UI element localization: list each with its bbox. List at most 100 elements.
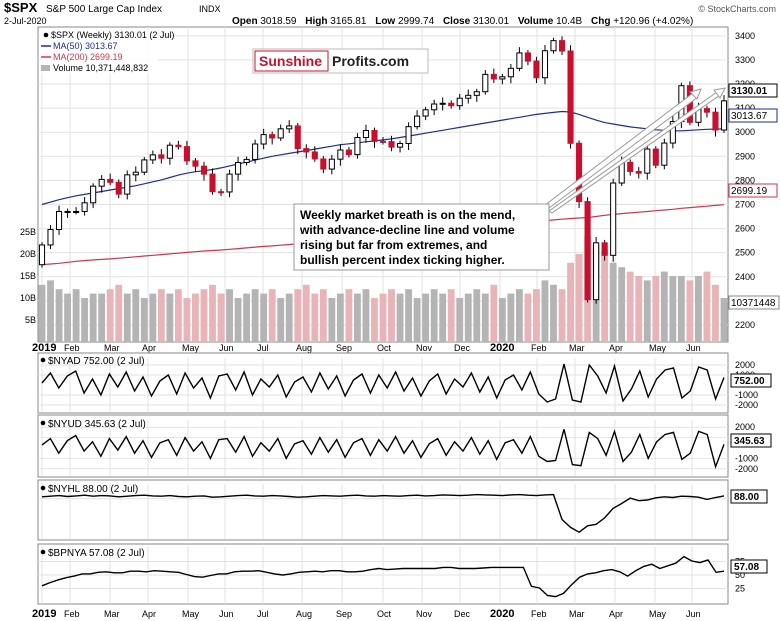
- volume-bar: [354, 293, 361, 342]
- month-label: Apr: [142, 343, 156, 353]
- candle-body: [166, 144, 173, 159]
- volume-bar: [371, 298, 378, 342]
- nyhl-grid: [38, 484, 728, 539]
- annotation-line-2: with advance-decline line and volume: [299, 223, 515, 237]
- legend-volume-swatch: [41, 65, 50, 71]
- volume-tick-label: 20B: [20, 249, 36, 259]
- volume-bar: [243, 293, 251, 342]
- volume-bar: [132, 289, 140, 342]
- volume-bar: [302, 284, 310, 342]
- month-label: Feb: [531, 609, 547, 619]
- volume-bar: [294, 289, 302, 342]
- candle-body: [269, 134, 276, 139]
- candle-body: [183, 146, 190, 162]
- volume-bar: [413, 298, 421, 342]
- bpnya-bullet: [40, 549, 46, 555]
- month-label: Apr: [609, 343, 623, 353]
- candle-body: [98, 178, 105, 187]
- candle-body: [158, 154, 165, 159]
- nyhl-bullet: [40, 485, 46, 491]
- volume-bar: [635, 276, 643, 342]
- candle-body: [64, 210, 71, 213]
- volume-bar: [558, 289, 566, 342]
- candle-body: [175, 144, 182, 148]
- volume-bar: [251, 289, 259, 342]
- candle-body: [482, 73, 489, 93]
- nyhl-line: [41, 493, 725, 534]
- volume-bar: [319, 289, 327, 342]
- volume-bar: [626, 271, 634, 342]
- candle-body: [362, 130, 370, 138]
- volume-bar: [226, 289, 233, 342]
- volume-bar: [567, 262, 574, 342]
- month-axis-bottom: 2019 Feb Mar Apr May Jun Jul Aug Sep Oct Nov Dec 202…: [32, 608, 701, 620]
- indicator-tick-label: -2000: [735, 400, 758, 410]
- candle-body: [422, 109, 429, 117]
- candle-body: [200, 165, 208, 175]
- indicator-tick-label: -1000: [735, 453, 758, 463]
- volume-bar: [575, 254, 583, 342]
- ma200-value-label: 2699.19: [731, 186, 768, 197]
- annotation-frame: [293, 203, 550, 271]
- annotation-box: Weekly market breath is on the mend, wit…: [293, 203, 550, 271]
- volume-tick-label: 5B: [25, 315, 36, 325]
- price-tick-label: 3000: [735, 127, 755, 137]
- price-legend: $SPX (Weekly) 3130.01 (2 Jul) MA(50) 301…: [40, 29, 174, 73]
- volume-bar: [507, 293, 515, 342]
- volume-bar: [618, 267, 626, 342]
- nyud-value-label: 345.63: [734, 436, 765, 447]
- volume-bar: [473, 289, 481, 342]
- month-label: May: [182, 343, 200, 353]
- bpnya-title: $BPNYA 57.08 (2 Jul): [48, 548, 145, 559]
- volume-bar: [456, 298, 464, 342]
- price-value-tags: 3130.01 3013.67 2699.19 10371448: [728, 83, 780, 310]
- volume-bar: [524, 293, 532, 342]
- price-tick-label: 2500: [735, 248, 755, 258]
- price-tick-label: 3100: [735, 103, 755, 113]
- volume-bar: [174, 289, 182, 342]
- volume-bar: [430, 289, 438, 342]
- bpnya-value-tag: [730, 559, 768, 574]
- candle-body: [286, 125, 293, 130]
- candle-body: [396, 143, 404, 148]
- legend-volume: Volume 10,371,448,832: [53, 63, 148, 73]
- price-tick-label: 2200: [735, 320, 755, 330]
- candle-body: [337, 149, 344, 160]
- month-label: Mar: [104, 609, 120, 619]
- volume-bar: [609, 262, 617, 342]
- month-label: Feb: [64, 609, 80, 619]
- price-tick-label: 2600: [735, 224, 755, 234]
- nyhl-pane: $NYHL 88.00 (2 Jul) 0.00 88.00: [37, 479, 768, 541]
- candle-body: [311, 151, 318, 160]
- candle-body: [652, 148, 659, 166]
- candle-body: [38, 244, 46, 266]
- volume-bar: [277, 298, 285, 342]
- volume-bar: [268, 289, 276, 342]
- ma50-value-label: 3013.67: [731, 111, 768, 122]
- volume-bar: [328, 298, 336, 342]
- nyad-pane: $NYAD 752.00 (2 Jul) 20001000-1000-2000 …: [37, 352, 772, 414]
- candle-body: [243, 158, 250, 164]
- indicator-tick-label: 25: [735, 584, 745, 594]
- month-label: 2020: [490, 608, 514, 620]
- volume-bar: [166, 293, 174, 342]
- candle-body: [132, 171, 139, 176]
- candle-body: [141, 159, 148, 173]
- nyad-title: $NYAD 752.00 (2 Jul): [48, 356, 145, 367]
- nyad-value-label: 752.00: [734, 376, 765, 387]
- month-label: Apr: [609, 609, 623, 619]
- volume-bar: [285, 293, 293, 342]
- month-label: 2020: [490, 342, 514, 354]
- candle-body: [115, 181, 122, 195]
- candle-body: [226, 173, 233, 193]
- ma50-tag: [728, 108, 778, 123]
- candle-body: [431, 103, 438, 111]
- month-axis-top: 2019 Feb Mar Apr May Jun Jul Aug Sep Oct Nov Dec 202…: [32, 342, 701, 354]
- candle-body: [610, 182, 617, 256]
- candle-body: [277, 128, 284, 139]
- volume-tick-label: 15B: [20, 271, 36, 281]
- candle-body: [661, 142, 668, 166]
- volume-bar: [38, 284, 46, 342]
- month-label: Jun: [686, 343, 701, 353]
- nyud-value-tag: [730, 433, 772, 448]
